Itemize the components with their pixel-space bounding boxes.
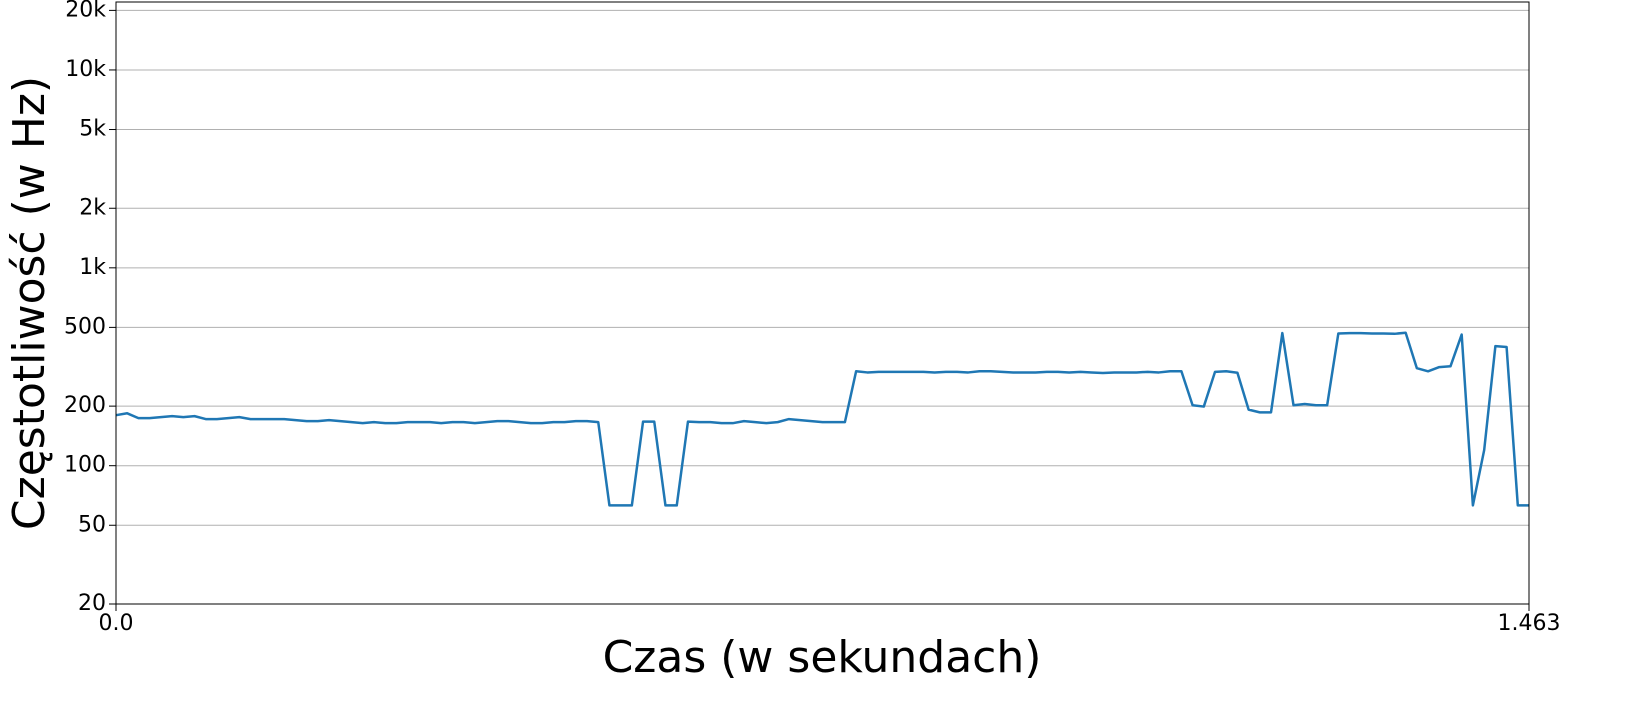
x-tick-label: 0.0 <box>99 611 134 636</box>
y-tick-label: 100 <box>64 453 106 478</box>
plot-frame <box>115 1 1530 605</box>
y-tick-label: 20 <box>78 591 106 616</box>
y-tick-label: 500 <box>64 314 106 339</box>
y-tick-label: 5k <box>79 117 106 142</box>
x-axis-label: Czas (w sekundach) <box>603 632 1042 683</box>
y-axis-label: Częstotliwość (w Hz) <box>4 76 55 530</box>
x-tick-label: 1.463 <box>1498 611 1561 636</box>
y-tick-label: 2k <box>79 195 106 220</box>
y-tick-label: 200 <box>64 393 106 418</box>
y-tick-label: 10k <box>65 57 106 82</box>
y-tick-label: 1k <box>79 255 106 280</box>
y-tick-label: 20k <box>65 0 106 22</box>
pitch-line <box>115 331 1529 507</box>
y-tick-label: 50 <box>78 512 106 537</box>
